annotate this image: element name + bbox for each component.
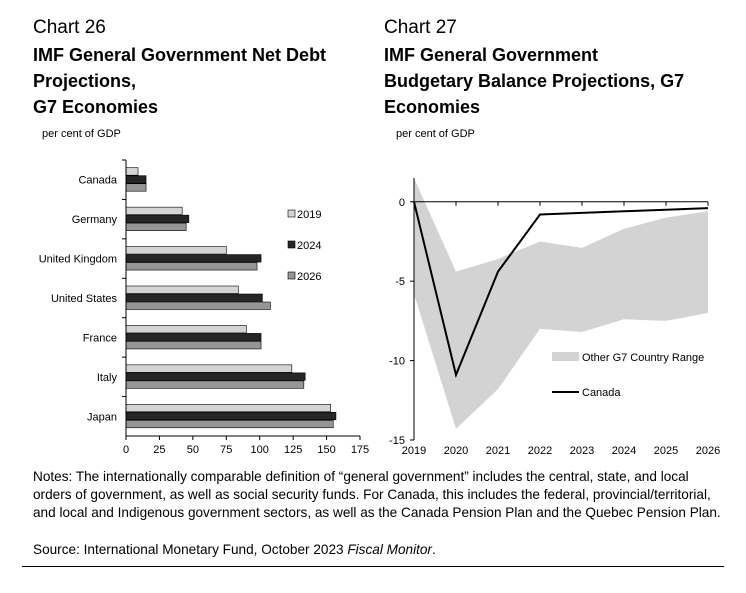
chart26-unit: per cent of GDP — [42, 128, 121, 140]
x-tick-label: 175 — [351, 444, 369, 456]
chart27-unit: per cent of GDP — [396, 128, 475, 140]
bar — [125, 214, 190, 223]
legend-label: Canada — [582, 387, 621, 399]
legend-label: 2019 — [297, 209, 321, 221]
bar — [125, 183, 147, 192]
category-label: United Kingdom — [39, 254, 117, 266]
x-tick-label: 2023 — [570, 445, 594, 457]
x-tick-label: 2022 — [528, 445, 552, 457]
chart27-title-line-3: Economies — [384, 97, 481, 117]
legend-swatch — [287, 271, 296, 280]
bar — [125, 254, 262, 263]
x-tick-label: 75 — [220, 444, 232, 456]
bar — [125, 175, 147, 184]
category-label: France — [83, 332, 117, 344]
chart26-title: IMF General Government Net Debt Projecti… — [33, 42, 326, 120]
bar — [125, 206, 183, 215]
bar — [125, 285, 239, 294]
source-italic: Fiscal Monitor — [347, 542, 432, 557]
notes: Notes: The internationally comparable de… — [33, 468, 723, 522]
bar — [125, 262, 258, 271]
legend-swatch — [552, 352, 579, 361]
chart27-label: Chart 27 — [384, 17, 457, 38]
chart27-title: IMF General Government Budgetary Balance… — [384, 42, 684, 120]
y-tick-label: -10 — [389, 356, 405, 368]
x-tick-label: 150 — [317, 444, 335, 456]
notes-text: Notes: The internationally comparable de… — [33, 469, 721, 520]
bar — [125, 301, 271, 310]
bottom-rule — [22, 566, 724, 567]
bar — [125, 411, 337, 421]
bar — [125, 341, 262, 350]
bar — [125, 419, 334, 429]
x-tick-label: 125 — [284, 444, 302, 456]
range-area — [414, 177, 708, 429]
legend-label: 2026 — [297, 271, 321, 283]
bar — [125, 325, 247, 334]
x-tick-label: 100 — [251, 444, 269, 456]
x-tick-label: 2024 — [612, 445, 636, 457]
category-label: Italy — [97, 372, 118, 384]
y-tick-label: -15 — [389, 435, 405, 447]
category-label: United States — [51, 293, 118, 305]
legend-label: Other G7 Country Range — [582, 352, 704, 364]
source: Source: International Monetary Fund, Oct… — [33, 542, 436, 557]
canada-line — [413, 201, 709, 379]
bar — [125, 333, 262, 342]
bar — [125, 380, 305, 389]
category-label: Canada — [78, 175, 117, 187]
category-label: Japan — [87, 411, 117, 423]
bar — [125, 364, 293, 373]
category-label: Germany — [72, 214, 118, 226]
chart26-plot: Canada Germany United Kingdom United States… — [39, 159, 369, 456]
bar — [125, 372, 306, 381]
x-tick-label: 2026 — [696, 445, 720, 457]
bar — [125, 293, 263, 302]
chart27-title-line-2: Budgetary Balance Projections, G7 — [384, 71, 685, 91]
y-tick-label: -5 — [395, 276, 405, 288]
y-tick-label: 0 — [399, 197, 405, 209]
chart26-title-line-2: Projections, — [33, 71, 137, 91]
chart26-title-line-1: IMF General Government Net Debt — [33, 45, 327, 65]
x-tick-label: 2025 — [654, 445, 678, 457]
x-tick-label: 2021 — [486, 445, 510, 457]
x-tick-label: 25 — [153, 444, 165, 456]
x-tick-label: 0 — [123, 444, 129, 456]
legend-swatch — [287, 209, 296, 218]
source-prefix: Source: International Monetary Fund, Oct… — [33, 542, 348, 557]
x-tick-label: 50 — [187, 444, 199, 456]
bar — [125, 167, 139, 176]
source-suffix: . — [431, 542, 436, 557]
bar — [125, 246, 227, 255]
x-tick-label: 2019 — [402, 445, 426, 457]
bar — [125, 403, 331, 413]
bar — [125, 222, 187, 231]
chart26-title-line-3: G7 Economies — [33, 97, 159, 117]
chart26-label: Chart 26 — [33, 17, 106, 38]
x-tick-label: 2020 — [444, 445, 468, 457]
legend-swatch — [287, 240, 296, 249]
legend-label: 2024 — [297, 240, 321, 252]
chart27-title-line-1: IMF General Government — [384, 45, 599, 65]
